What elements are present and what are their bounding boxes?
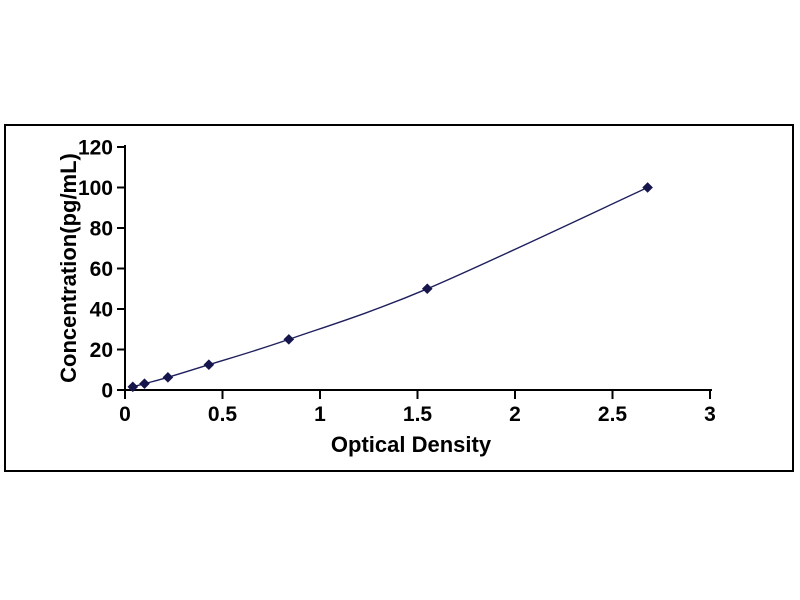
y-tick-label-120: 120 (78, 137, 113, 160)
y-tick-label-100: 100 (78, 177, 113, 200)
data-series-layer (127, 182, 653, 393)
data-point-marker-5 (421, 283, 433, 295)
x-tick-label-3: 3 (704, 403, 716, 426)
data-point-marker-1 (139, 378, 150, 389)
data-point-marker-2 (162, 372, 174, 383)
x-tick-label-1.5: 1.5 (403, 403, 433, 426)
x-tick-label-2: 2 (509, 403, 521, 426)
axes-layer: 0 20 40 60 80 100 120 0 0.5 1 1.5 2 2.5 3 (78, 137, 716, 427)
chart-frame-border (4, 124, 794, 472)
y-tick-label-40: 40 (90, 299, 113, 322)
data-point-marker-3 (203, 359, 215, 370)
y-tick-label-20: 20 (90, 339, 113, 362)
x-tick-label-2.5: 2.5 (598, 403, 628, 426)
data-point-marker-0 (127, 381, 139, 393)
y-tick-label-80: 80 (90, 218, 113, 241)
y-tick-label-0: 0 (101, 380, 113, 403)
x-tick-label-0: 0 (119, 403, 131, 426)
y-tick-label-60: 60 (90, 258, 113, 281)
data-point-marker-4 (283, 334, 295, 345)
x-tick-label-1: 1 (314, 403, 326, 426)
y-axis-title: Concentration(pg/mL) (56, 153, 81, 383)
data-point-marker-6 (642, 182, 653, 193)
x-axis-title: Optical Density (331, 432, 492, 457)
x-tick-label-0.5: 0.5 (208, 403, 238, 426)
